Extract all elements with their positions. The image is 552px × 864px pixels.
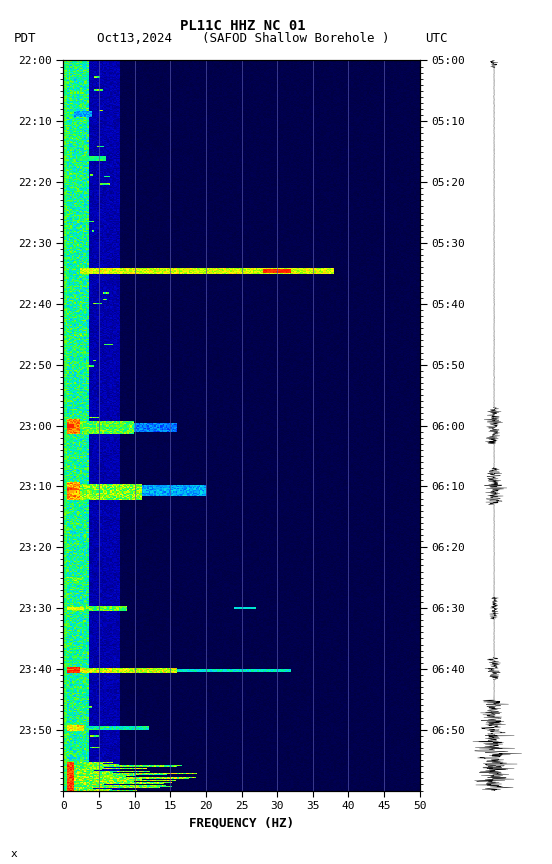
Text: UTC: UTC [425, 32, 448, 45]
Text: PL11C HHZ NC 01: PL11C HHZ NC 01 [180, 19, 306, 33]
Text: x: x [11, 849, 18, 859]
Text: PDT: PDT [14, 32, 36, 45]
X-axis label: FREQUENCY (HZ): FREQUENCY (HZ) [189, 816, 294, 829]
Text: Oct13,2024    (SAFOD Shallow Borehole ): Oct13,2024 (SAFOD Shallow Borehole ) [97, 32, 389, 45]
